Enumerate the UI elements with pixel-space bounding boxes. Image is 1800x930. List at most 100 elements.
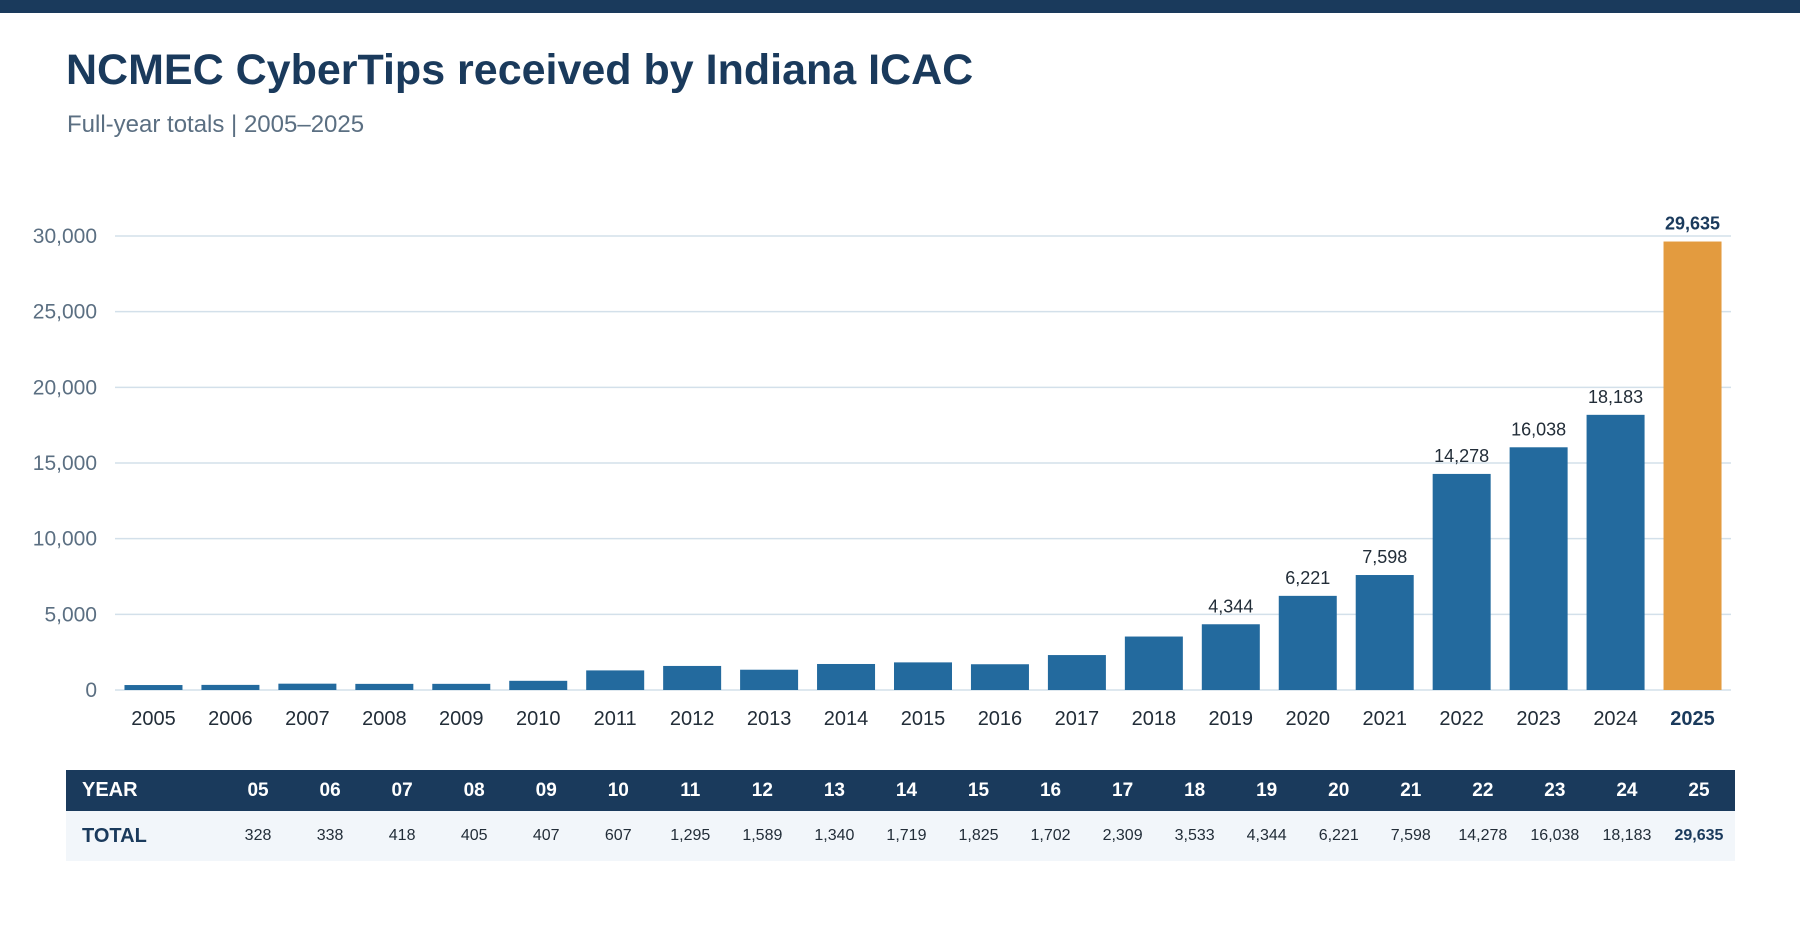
x-tick-label: 2007 [285, 708, 330, 730]
table-year-cell: 15 [967, 779, 990, 801]
table-year-cell: 12 [751, 779, 773, 801]
table-total-cell: 418 [388, 827, 416, 844]
table-year-cell: 18 [1184, 779, 1206, 801]
y-tick-label: 30,000 [33, 225, 97, 248]
bar-chart: 0 5,000 10,000 15,000 20,000 25,000 30,000 4,3… [33, 214, 1731, 730]
gridlines [115, 235, 1731, 691]
x-tick-label: 2006 [208, 708, 253, 730]
bar-2016 [970, 664, 1029, 690]
bar-2013 [740, 669, 799, 690]
table-total-cell: 1,825 [958, 827, 999, 844]
bar-2005 [124, 685, 183, 690]
table-total-cell: 2,309 [1102, 827, 1143, 844]
table-year-cell: 07 [391, 779, 413, 801]
table-total-cell: 6,221 [1318, 827, 1359, 844]
table-total-cell: 1,702 [1030, 827, 1071, 844]
x-tick-label: 2010 [516, 708, 561, 730]
x-tick-label: 2018 [1132, 708, 1177, 730]
y-axis-ticks: 0 5,000 10,000 15,000 20,000 25,000 30,000 [33, 225, 97, 702]
table-total-cell: 29,635 [1674, 827, 1724, 844]
x-tick-label: 2022 [1439, 708, 1484, 730]
bar-2007 [278, 683, 337, 690]
chart-title: NCMEC CyberTips received by Indiana ICAC [66, 46, 974, 94]
x-tick-label: 2015 [901, 708, 946, 730]
table-year-cell: 22 [1472, 779, 1494, 801]
table-year-cell: 13 [823, 779, 845, 801]
table-total-cell: 1,589 [742, 827, 783, 844]
table-year-cell: 08 [463, 779, 485, 801]
bar-2017 [1047, 655, 1106, 690]
bar-2011 [586, 670, 645, 690]
bar-2012 [663, 665, 722, 690]
x-tick-label: 2025 [1670, 708, 1715, 730]
table-row-label: TOTAL [82, 824, 147, 847]
data-labels: 4,344 6,221 7,598 14,278 16,038 18,183 29,635 [1208, 214, 1720, 617]
table-year-cell: 05 [247, 779, 269, 801]
y-tick-label: 20,000 [33, 376, 97, 399]
x-tick-label: 2020 [1286, 708, 1331, 730]
totals-table: YEAR 05 06 07 08 09 10 11 12 13 14 15 16 17 18 19 20 21 2… [66, 770, 1735, 861]
bar-2006 [201, 684, 260, 690]
bar-2021 [1355, 575, 1414, 690]
table-row: TOTAL 328 338 418 405 407 607 1,295 1,589 1,340 1… [66, 811, 1735, 861]
table-year-cell: 24 [1616, 779, 1638, 801]
x-tick-label: 2016 [978, 708, 1023, 730]
table-total-cell: 18,183 [1602, 827, 1652, 844]
x-tick-label: 2005 [131, 708, 176, 730]
table-year-cell: 20 [1328, 779, 1350, 801]
bar-2014 [817, 663, 876, 690]
table-year-cell: 14 [895, 779, 918, 801]
bar-2010 [509, 680, 568, 690]
table-total-cell: 16,038 [1530, 827, 1580, 844]
y-tick-label: 15,000 [33, 452, 97, 475]
table-total-cell: 1,295 [670, 827, 711, 844]
table-year-cell: 19 [1256, 779, 1278, 801]
bar-2015 [894, 662, 952, 690]
table-total-cell: 7,598 [1390, 827, 1431, 844]
table-year-cell: 10 [607, 779, 629, 801]
table-total-cell: 338 [316, 827, 344, 844]
y-tick-label: 5,000 [44, 603, 97, 626]
data-label-2020: 6,221 [1285, 568, 1330, 588]
x-tick-label: 2011 [594, 708, 637, 730]
x-tick-label: 2012 [670, 708, 715, 730]
table-header-label: YEAR [82, 779, 138, 801]
bar-2020 [1278, 595, 1337, 690]
table-year-cell: 21 [1400, 779, 1422, 801]
table-year-cell: 16 [1039, 779, 1062, 801]
x-tick-label: 2019 [1209, 708, 1254, 730]
bar-2009 [432, 683, 491, 690]
data-label-2019: 4,344 [1208, 596, 1253, 616]
x-axis-ticks: 2005 2006 2007 2008 2009 2010 2011 2012 2013 2014… [131, 708, 1715, 730]
table-total-cell: 14,278 [1458, 827, 1508, 844]
table-total-cell: 1,340 [814, 827, 855, 844]
x-tick-label: 2023 [1516, 708, 1561, 730]
chart-subtitle: Full-year totals | 2005–2025 [67, 111, 365, 138]
table-total-cell: 405 [460, 827, 488, 844]
data-label-2022: 14,278 [1434, 446, 1489, 466]
data-label-2025: 29,635 [1665, 214, 1720, 234]
bar-2022 [1432, 473, 1491, 690]
bar-2023 [1509, 447, 1568, 690]
table-year-cell: 23 [1544, 779, 1566, 801]
x-tick-label: 2017 [1055, 708, 1100, 730]
data-label-2021: 7,598 [1362, 547, 1407, 567]
data-label-2024: 18,183 [1588, 387, 1643, 407]
x-tick-label: 2014 [824, 708, 869, 730]
table-total-cell: 4,344 [1246, 827, 1287, 844]
top-accent-bar [0, 0, 1800, 13]
y-tick-label: 25,000 [33, 301, 97, 324]
x-tick-label: 2009 [439, 708, 484, 730]
table-total-cell: 607 [604, 827, 632, 844]
table-year-cell: 25 [1688, 779, 1710, 801]
table-year-cell: 06 [319, 779, 341, 801]
bar-2018 [1124, 636, 1183, 690]
y-tick-label: 0 [85, 679, 97, 702]
table-total-cell: 1,719 [886, 827, 927, 844]
x-tick-label: 2021 [1362, 708, 1407, 730]
data-label-2023: 16,038 [1511, 419, 1566, 439]
table-total-cell: 407 [532, 827, 560, 844]
table-header-row: YEAR 05 06 07 08 09 10 11 12 13 14 15 16 17 18 19 20 21 2… [66, 770, 1735, 811]
bar-2025 [1663, 241, 1722, 690]
x-tick-label: 2008 [362, 708, 407, 730]
